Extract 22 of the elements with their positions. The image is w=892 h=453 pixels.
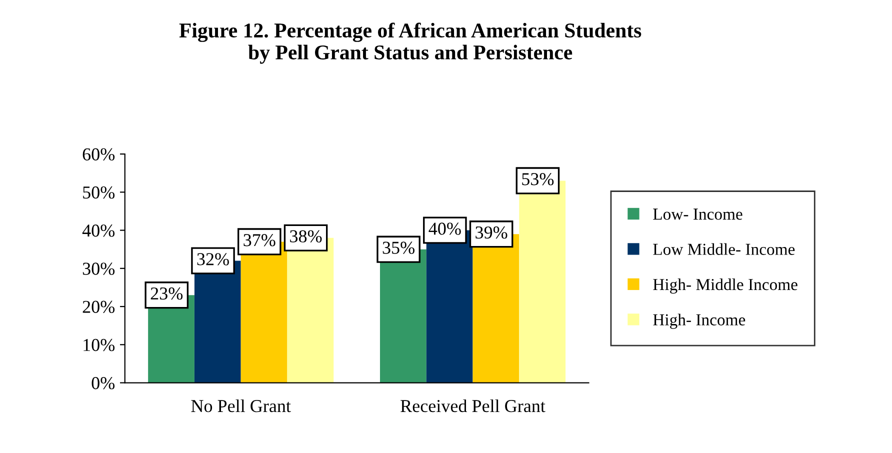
y-tick-label: 10% bbox=[84, 338, 115, 352]
y-tick-label: 0% bbox=[92, 377, 115, 390]
data-label: 32% bbox=[197, 253, 229, 266]
x-tick-label: No Pell Grant bbox=[191, 399, 291, 412]
data-label: 35% bbox=[382, 242, 414, 254]
legend-label: High- Middle Income bbox=[653, 278, 798, 294]
data-label: 23% bbox=[150, 287, 183, 300]
data-label: 37% bbox=[244, 234, 276, 246]
data-label: 38% bbox=[290, 230, 322, 242]
x-tick-label: Received Pell Grant bbox=[400, 399, 546, 412]
y-tick-label: 30% bbox=[82, 262, 115, 275]
y-tick-label: 40% bbox=[82, 224, 115, 237]
legend-label: Low- Income bbox=[653, 208, 742, 220]
y-tick-label: 60% bbox=[82, 148, 115, 161]
data-label: 40% bbox=[428, 222, 461, 235]
chart-title: Figure 12. Percentage of African American Students by Pell Grant Status and Persistence bbox=[179, 22, 642, 64]
legend-label: High- Income bbox=[653, 314, 746, 329]
data-label: 53% bbox=[522, 173, 554, 186]
data-label: 39% bbox=[476, 226, 508, 239]
legend-label: Low Middle- Income bbox=[653, 243, 795, 255]
y-tick-label: 50% bbox=[83, 186, 115, 199]
y-tick-label: 20% bbox=[82, 300, 115, 314]
